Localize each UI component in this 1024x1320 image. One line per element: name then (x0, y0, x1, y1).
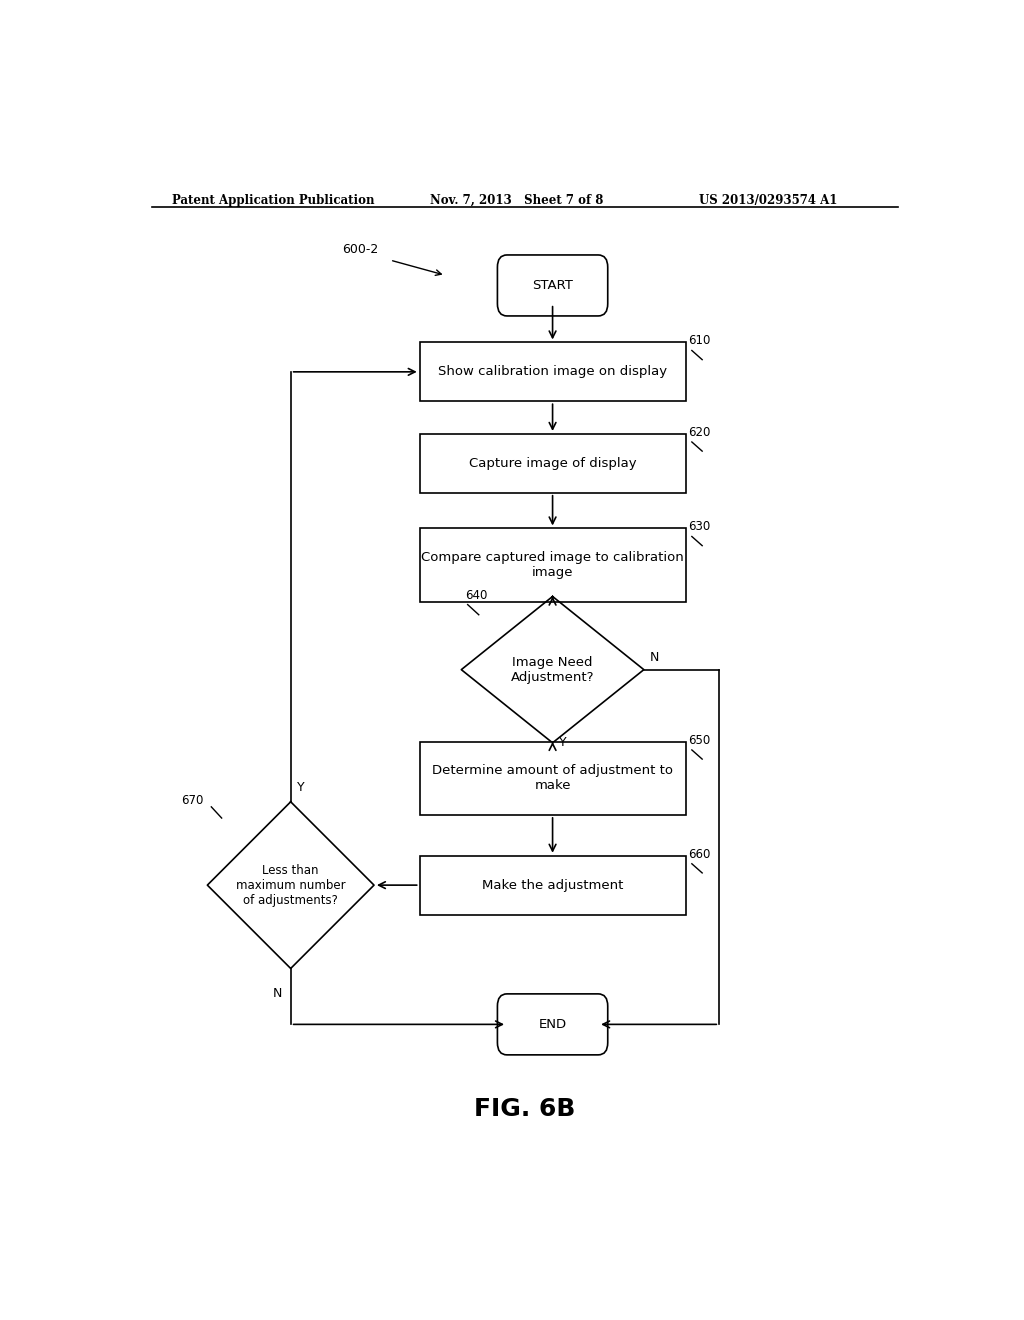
Text: FIG. 6B: FIG. 6B (474, 1097, 575, 1121)
Text: N: N (650, 651, 659, 664)
Text: END: END (539, 1018, 566, 1031)
Text: Compare captured image to calibration
image: Compare captured image to calibration im… (421, 550, 684, 579)
Text: 620: 620 (688, 426, 711, 440)
Text: 610: 610 (688, 334, 711, 347)
Text: 650: 650 (688, 734, 710, 747)
Polygon shape (462, 597, 644, 743)
Text: Y: Y (297, 780, 305, 793)
FancyBboxPatch shape (420, 742, 685, 814)
Text: N: N (273, 987, 283, 999)
Text: 600-2: 600-2 (342, 243, 379, 256)
Text: US 2013/0293574 A1: US 2013/0293574 A1 (699, 194, 838, 207)
FancyBboxPatch shape (420, 528, 685, 602)
Text: Image Need
Adjustment?: Image Need Adjustment? (511, 656, 594, 684)
Text: 630: 630 (688, 520, 710, 533)
Text: Y: Y (559, 735, 566, 748)
FancyBboxPatch shape (420, 855, 685, 915)
Text: 660: 660 (688, 847, 711, 861)
FancyBboxPatch shape (420, 434, 685, 492)
Text: Determine amount of adjustment to
make: Determine amount of adjustment to make (432, 764, 673, 792)
Text: Show calibration image on display: Show calibration image on display (438, 366, 668, 379)
FancyBboxPatch shape (498, 994, 607, 1055)
FancyBboxPatch shape (420, 342, 685, 401)
Text: 640: 640 (465, 589, 487, 602)
Text: Nov. 7, 2013   Sheet 7 of 8: Nov. 7, 2013 Sheet 7 of 8 (430, 194, 603, 207)
Polygon shape (207, 801, 374, 969)
Text: 670: 670 (181, 793, 204, 807)
Text: START: START (532, 279, 573, 292)
Text: Capture image of display: Capture image of display (469, 457, 636, 470)
Text: Make the adjustment: Make the adjustment (482, 879, 624, 891)
FancyBboxPatch shape (498, 255, 607, 315)
Text: Patent Application Publication: Patent Application Publication (172, 194, 374, 207)
Text: Less than
maximum number
of adjustments?: Less than maximum number of adjustments? (236, 863, 345, 907)
